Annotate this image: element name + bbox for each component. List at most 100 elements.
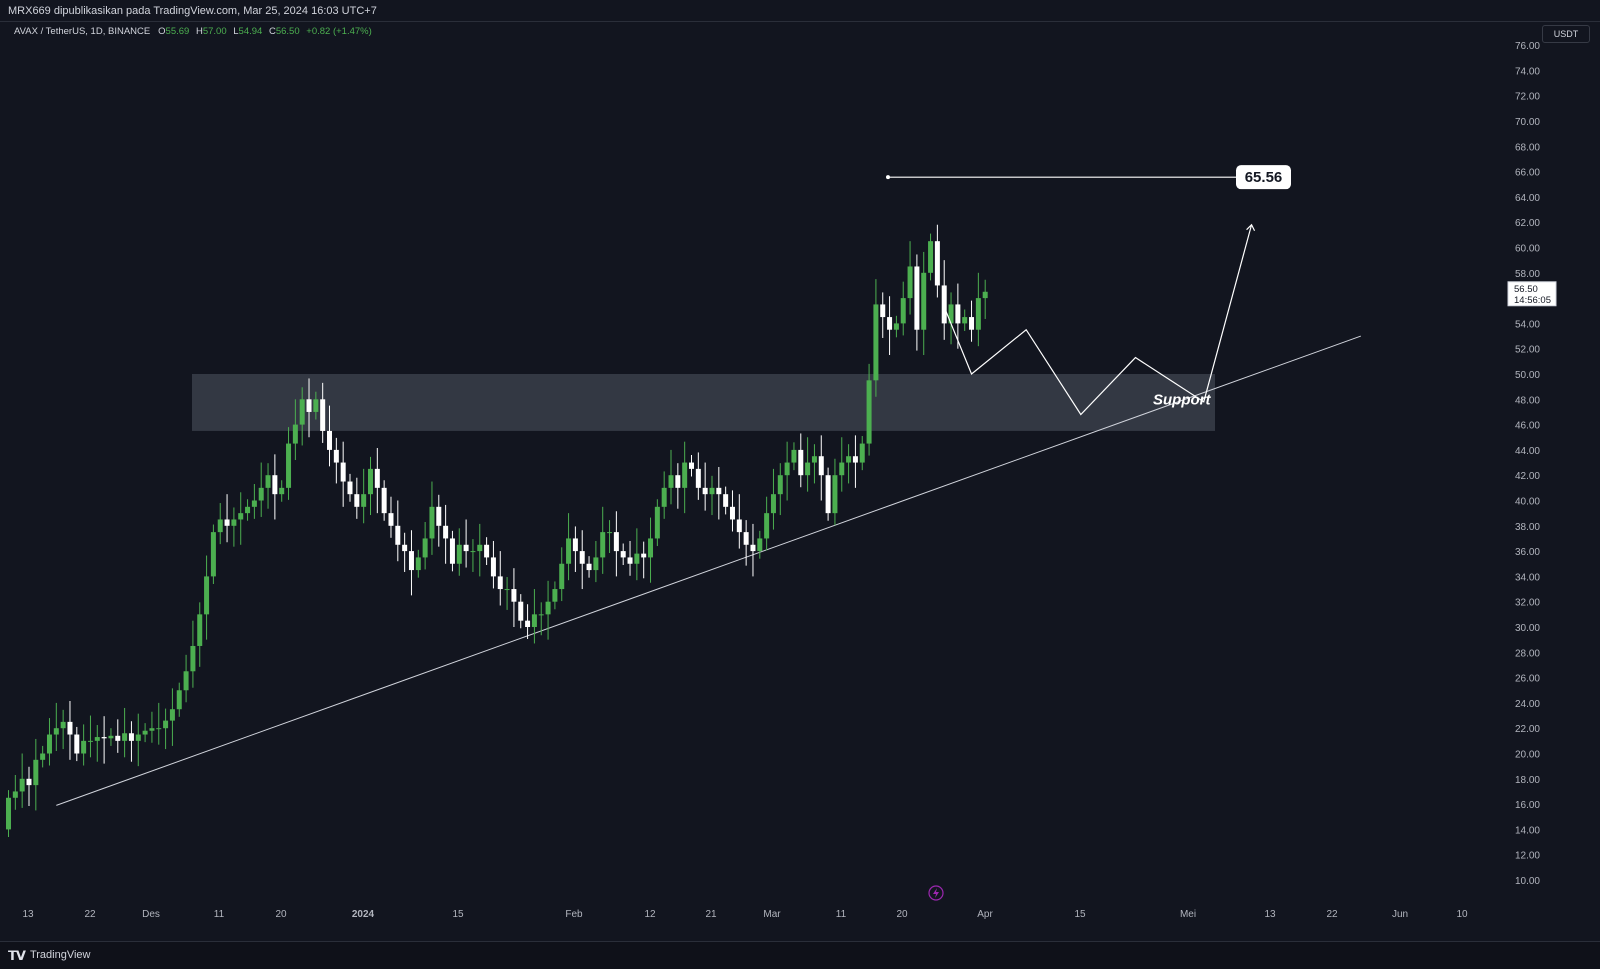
candle-body	[852, 456, 858, 463]
x-tick-label: Apr	[977, 909, 993, 920]
y-tick-label: 22.00	[1515, 724, 1540, 735]
low-value: 54.94	[238, 26, 263, 37]
candle-body	[388, 513, 394, 526]
x-tick-label: Jun	[1392, 909, 1408, 920]
candle-body	[238, 513, 244, 520]
tradingview-logo[interactable]: 𝗧𝗩 TradingView	[8, 942, 90, 969]
candle-body	[46, 734, 52, 754]
x-tick-label: 15	[452, 909, 464, 920]
candle-body	[128, 733, 134, 741]
candle-body	[443, 525, 449, 539]
trendline[interactable]	[56, 335, 1362, 806]
high-label: H	[195, 26, 203, 37]
symbol-name[interactable]: AVAX / TetherUS, 1D, BINANCE	[14, 26, 151, 37]
candle-body	[190, 645, 196, 672]
candle-body	[750, 544, 756, 552]
y-tick-label: 40.00	[1515, 497, 1540, 508]
candle-body	[866, 380, 872, 444]
candle-body	[921, 272, 927, 330]
support-label: Support	[1153, 391, 1211, 408]
candle-body	[962, 317, 968, 324]
price-chart[interactable]: 10.00 12.00 14.00 16.00 18.00 20.00 22.00 24.00…	[0, 22, 1600, 942]
candle-body	[859, 443, 865, 463]
y-tick-label: 42.00	[1515, 471, 1540, 482]
y-tick-label: 60.00	[1515, 244, 1540, 255]
candle-body	[757, 538, 763, 552]
candle-body	[914, 266, 920, 330]
candle-body	[176, 690, 182, 710]
candle-body	[122, 733, 128, 741]
candle-body	[245, 506, 251, 514]
x-tick-label: 15	[1074, 909, 1086, 920]
target-label-box[interactable]: 65.56	[1236, 165, 1291, 190]
candle-body	[634, 553, 640, 564]
currency-selector[interactable]: USDT	[1542, 25, 1590, 43]
high-value: 57.00	[202, 26, 227, 37]
brand-name: TradingView	[29, 949, 91, 961]
candle-body	[969, 317, 975, 330]
x-tick-label: 22	[1326, 909, 1338, 920]
candle-body	[19, 778, 25, 792]
candle-body	[743, 532, 749, 545]
candle-body	[511, 589, 517, 602]
y-tick-label: 26.00	[1515, 674, 1540, 685]
candle-body	[791, 449, 797, 463]
candle-body	[183, 671, 189, 691]
candle-body	[490, 557, 496, 577]
x-tick-label: 12	[644, 909, 656, 920]
candle-body	[689, 462, 694, 469]
x-tick-label: 11	[836, 909, 847, 920]
candle-body	[156, 728, 162, 730]
x-tick-label: Mei	[1180, 909, 1196, 920]
candle-body	[361, 494, 367, 507]
y-axis[interactable]: 10.00 12.00 14.00 16.00 18.00 20.00 22.00 24.00…	[1515, 41, 1540, 887]
candle-body	[572, 538, 578, 552]
support-zone[interactable]	[192, 374, 1215, 431]
y-tick-label: 70.00	[1515, 117, 1540, 128]
candle-body	[40, 753, 46, 760]
x-tick-label: 2024	[352, 909, 375, 920]
lightning-icon[interactable]	[928, 885, 944, 901]
candle-body	[101, 737, 107, 739]
close-label: C	[268, 26, 276, 37]
candle-body	[934, 241, 940, 286]
candle-body	[422, 538, 428, 558]
candle-body	[33, 759, 39, 786]
y-tick-label: 48.00	[1515, 395, 1540, 406]
y-tick-label: 24.00	[1515, 699, 1540, 710]
candle-body	[115, 735, 121, 741]
candle-body	[272, 475, 278, 495]
candle-body	[648, 538, 654, 558]
candle-body	[880, 304, 886, 318]
y-tick-label: 10.00	[1515, 876, 1540, 887]
candle-body	[67, 721, 73, 735]
y-tick-label: 62.00	[1515, 218, 1540, 229]
candle-body	[374, 468, 380, 488]
y-tick-label: 18.00	[1515, 775, 1540, 786]
candle-body	[729, 506, 735, 520]
candle-body	[477, 544, 483, 552]
candle-body	[60, 721, 66, 729]
candle-body	[456, 544, 462, 564]
x-tick-label: 10	[1456, 909, 1468, 920]
candle-body	[279, 487, 285, 495]
x-tick-label: Feb	[565, 909, 583, 920]
candle-body	[941, 285, 947, 324]
projection-path[interactable]	[943, 224, 1253, 416]
candle-body	[286, 443, 292, 488]
candle-body	[135, 734, 141, 741]
target-label: 65.56	[1245, 169, 1283, 186]
candle-body	[955, 304, 961, 324]
candle-body	[538, 614, 544, 616]
candle-body	[504, 589, 510, 591]
x-tick-label: 11	[214, 909, 225, 920]
candle-body	[258, 487, 264, 501]
candle-body	[695, 468, 701, 488]
candle-body	[531, 614, 537, 627]
candle-body	[224, 519, 230, 526]
candle-body	[579, 551, 585, 564]
candle-body	[53, 728, 59, 735]
open-label: O	[158, 26, 166, 37]
candle-body	[497, 576, 503, 590]
x-axis[interactable]: 13 22 Des 11 20 2024 15 Feb 12 21 Mar 11 20 Apr 15 Mei 1…	[22, 909, 1468, 920]
